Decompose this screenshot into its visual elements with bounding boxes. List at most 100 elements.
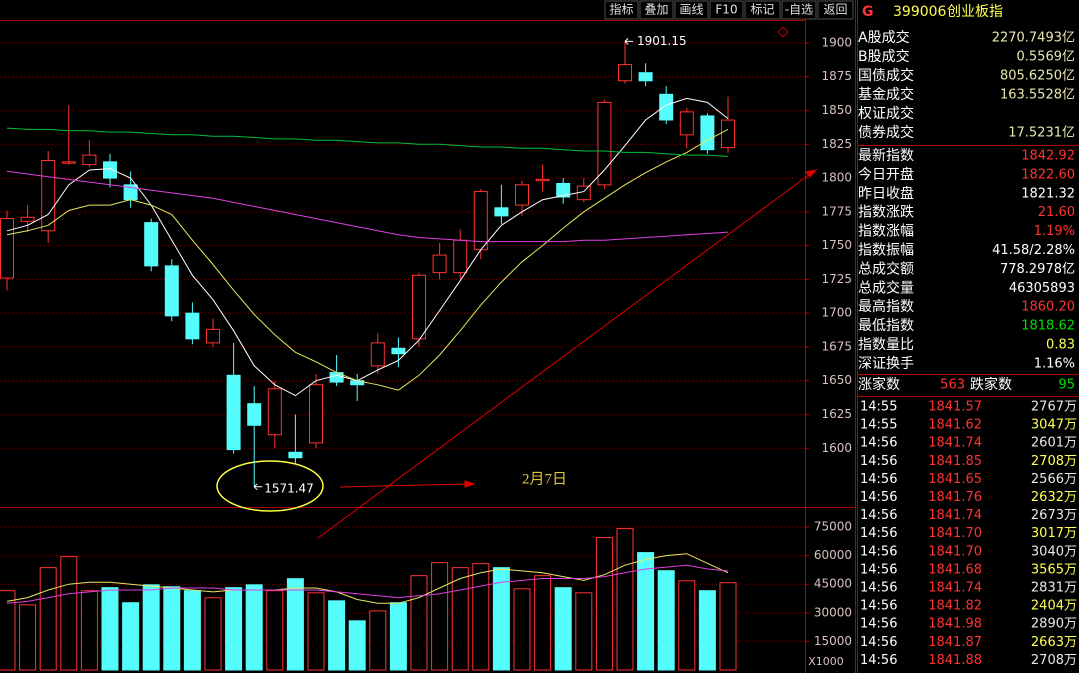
candle-body — [41, 160, 56, 232]
volume-bar — [513, 588, 531, 671]
down-label: 跌家数 — [970, 376, 1012, 393]
toolbar-button[interactable] — [604, 0, 639, 20]
volume-bar — [657, 570, 675, 671]
up-label: 涨家数 — [858, 376, 900, 393]
y-tick-label: 1725 — [821, 272, 852, 286]
row-label: 指数量比 — [858, 337, 914, 353]
candle-body — [597, 101, 612, 186]
toolbar-label[interactable]: 指标 — [609, 2, 633, 17]
candle-body — [267, 388, 282, 436]
tick-time: 14:56 — [860, 454, 897, 469]
volume-bar — [225, 587, 243, 671]
volume-bar — [60, 556, 78, 671]
volume-bar — [204, 597, 222, 671]
row-label: 指数涨幅 — [858, 224, 914, 240]
flag: G — [862, 4, 874, 20]
candle-body — [494, 207, 509, 217]
toolbar-label[interactable]: 画线 — [679, 3, 703, 17]
tick-time: 14:56 — [860, 653, 897, 668]
ma-line — [6, 170, 729, 243]
candle-body — [20, 216, 35, 222]
toolbar-button[interactable] — [674, 0, 709, 20]
quote-panel: G 399006 创业板指 A股成交 2270.7493亿 B股成交 0.5569亿国债成交… — [858, 4, 1077, 668]
tick-price: 1841.57 — [928, 400, 982, 415]
candle-body — [659, 93, 674, 121]
tick-volume: 2831万 — [1031, 581, 1077, 596]
row-value: 778.2978亿 — [1000, 262, 1075, 277]
tick-price: 1841.70 — [928, 544, 982, 559]
row-value: 1.16% — [1034, 356, 1075, 371]
row-label: 国债成交 — [858, 67, 914, 84]
candle-body — [721, 119, 735, 149]
toolbar-label[interactable]: F10 — [715, 3, 737, 17]
volume-bar — [183, 590, 201, 671]
tick-volume: 2632万 — [1031, 490, 1077, 505]
toolbar-label[interactable]: 叠加 — [644, 3, 668, 17]
candle-body — [618, 64, 632, 82]
volume-bar — [431, 562, 449, 671]
row-value: 21.60 — [1038, 205, 1075, 220]
tick-price: 1841.87 — [928, 635, 982, 650]
volume-bar — [595, 537, 613, 671]
row-label: 最高指数 — [858, 298, 914, 315]
row-value: 41.58/2.28% — [992, 243, 1075, 258]
candle-body — [185, 312, 200, 340]
tick-volume: 2566万 — [1031, 472, 1077, 487]
volume-bar — [410, 575, 428, 671]
volume-bar — [451, 567, 469, 671]
tick-time: 14:56 — [860, 635, 897, 650]
y-tick-label: 1750 — [821, 238, 852, 252]
tick-volume: 3017万 — [1031, 526, 1077, 541]
y-tick-label: 75000 — [814, 520, 852, 534]
row-label: 今日开盘 — [858, 166, 914, 183]
row-label: B股成交 — [858, 48, 910, 65]
y-tick-label: 15000 — [814, 634, 852, 648]
ma-line — [6, 564, 729, 604]
unit-label: X1000 — [808, 655, 844, 668]
tick-time: 14:56 — [860, 472, 897, 487]
tick-time: 14:56 — [860, 599, 897, 614]
row-value: 1860.20 — [1021, 300, 1075, 315]
candle-body — [103, 161, 117, 179]
y-tick-label: 1850 — [821, 103, 852, 117]
volume-bar — [328, 600, 346, 671]
toolbar-button[interactable] — [709, 0, 744, 20]
tick-volume: 2673万 — [1031, 508, 1077, 523]
row-label: 昨日收盘 — [858, 185, 914, 202]
tick-price: 1841.74 — [928, 581, 982, 596]
tick-time: 14:56 — [860, 436, 897, 451]
volume-bar — [286, 578, 304, 671]
toolbar-button[interactable] — [817, 0, 854, 20]
row-value: 1.19% — [1034, 224, 1075, 239]
y-tick-label: 1900 — [821, 35, 852, 49]
y-tick-label: 1700 — [821, 306, 852, 320]
candle-body — [0, 218, 14, 279]
toolbar-button[interactable] — [744, 0, 781, 20]
tick-price: 1841.82 — [928, 599, 982, 614]
candle-body — [226, 374, 241, 451]
row-value: 1842.92 — [1021, 149, 1075, 164]
volume-bar — [369, 610, 387, 671]
candle-body — [515, 184, 529, 206]
volume-bar — [266, 590, 284, 671]
toolbar-label[interactable]: 标记 — [750, 3, 774, 17]
y-tick-label: 30000 — [814, 605, 852, 619]
ma-line — [6, 128, 729, 391]
tick-price: 1841.65 — [928, 472, 982, 487]
ma-line — [6, 553, 729, 604]
row-label: 指数涨跌 — [858, 205, 914, 221]
annotation: 2月7日 — [522, 471, 567, 487]
tick-price: 1841.62 — [928, 418, 982, 433]
toolbar-label[interactable]: 返回 — [823, 3, 847, 17]
toolbar-button[interactable] — [639, 0, 674, 20]
toolbar-label[interactable]: -自选 — [785, 3, 813, 17]
row-label: A股成交 — [858, 29, 910, 46]
tick-volume: 2708万 — [1031, 454, 1077, 469]
tick-volume: 2767万 — [1031, 400, 1077, 415]
candle-body — [535, 178, 550, 182]
toolbar-button[interactable] — [781, 0, 817, 20]
y-tick-label: 1600 — [821, 441, 852, 455]
